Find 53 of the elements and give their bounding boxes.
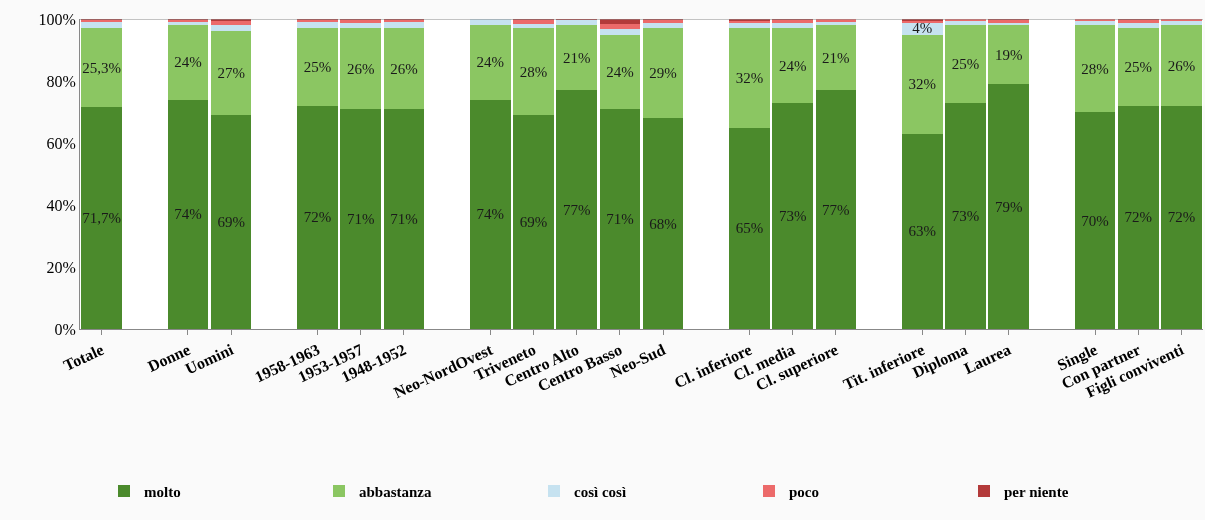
data-label: 77% [562, 201, 591, 218]
data-label: 71% [347, 210, 375, 227]
legend-label: così così [574, 483, 627, 500]
data-label: 29% [649, 65, 677, 82]
y-tick-label: 60% [46, 134, 76, 152]
data-label: 69% [217, 214, 245, 231]
data-label: 74% [476, 206, 505, 223]
data-label: 4% [912, 20, 933, 37]
data-label: 24% [606, 63, 634, 80]
y-tick-label: 100% [38, 10, 76, 28]
data-label: 77% [822, 201, 850, 218]
y-tick-label: 40% [46, 196, 76, 214]
data-label: 24% [778, 57, 807, 74]
data-label: 65% [735, 220, 764, 237]
data-label: 68% [649, 215, 677, 232]
x-tick-label: Totale [60, 340, 107, 374]
data-label: 21% [822, 49, 850, 66]
data-label: 19% [994, 46, 1023, 63]
y-tick-label: 0% [54, 320, 76, 338]
data-label: 73% [778, 207, 807, 224]
data-label: 24% [476, 54, 505, 71]
data-label: 70% [1081, 212, 1109, 229]
data-label: 26% [1167, 57, 1196, 74]
data-label: 21% [562, 49, 591, 66]
data-label: 72% [303, 209, 332, 226]
y-tick-label: 20% [46, 258, 76, 276]
data-label: 72% [1167, 209, 1196, 226]
data-label: 72% [1124, 209, 1152, 226]
legend-label: per niente [1004, 483, 1069, 500]
data-label: 25% [951, 55, 980, 72]
data-label: 71% [606, 210, 634, 227]
data-label: 74% [174, 206, 202, 223]
data-label: 71% [390, 210, 418, 227]
data-label: 25,3% [82, 59, 121, 76]
data-label: 25% [303, 59, 332, 76]
data-label: 73% [951, 207, 980, 224]
y-tick-label: 80% [46, 72, 76, 90]
data-label: 24% [174, 54, 202, 71]
legend-label: poco [789, 483, 819, 500]
data-label: 28% [519, 63, 548, 80]
legend-label: abbastanza [359, 483, 433, 500]
data-label: 63% [908, 223, 936, 240]
data-label: 79% [994, 198, 1023, 215]
legend-label: molto [144, 483, 181, 500]
data-label: 32% [735, 69, 764, 86]
data-label: 25% [1124, 59, 1152, 76]
data-label: 71,7% [82, 209, 121, 226]
data-label: 28% [1081, 60, 1109, 77]
data-label: 69% [519, 214, 548, 231]
data-label: 27% [217, 65, 245, 82]
data-label: 26% [390, 60, 418, 77]
data-label: 26% [347, 60, 375, 77]
data-label: 32% [908, 76, 936, 93]
